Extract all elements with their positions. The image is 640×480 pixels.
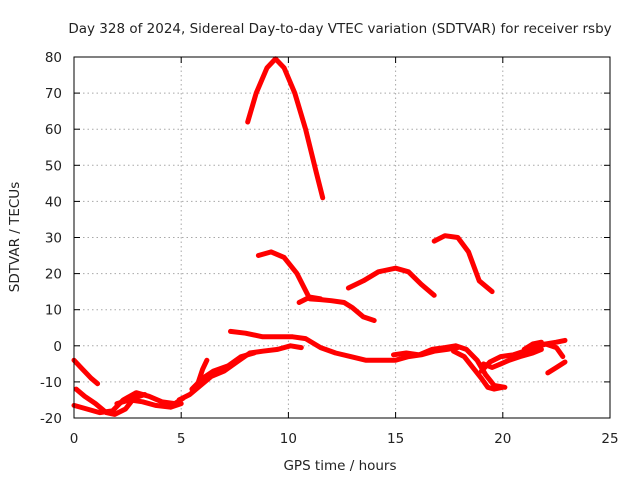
series-track-rising — [176, 343, 304, 403]
series-track-recover-b — [481, 346, 544, 370]
series-track-low-a — [71, 357, 101, 387]
y-tick-label: 30 — [45, 231, 62, 247]
x-tick-label: 25 — [601, 431, 618, 447]
series-track-hump — [345, 265, 437, 298]
y-tick-label: 40 — [45, 194, 62, 210]
y-tick-label: -10 — [40, 375, 62, 391]
x-tick-labels: 0 5 10 15 20 25 — [70, 431, 619, 447]
ticks — [73, 56, 611, 419]
x-tick-label: 10 — [280, 431, 297, 447]
y-tick-label: -20 — [40, 411, 62, 427]
y-tick-label: 70 — [45, 86, 62, 102]
y-tick-labels: -20 -10 0 10 20 30 40 50 60 70 80 — [40, 50, 62, 427]
x-axis-label: GPS time / hours — [283, 458, 396, 474]
series-track-low-d — [114, 397, 184, 410]
grid — [74, 57, 610, 418]
series-track-late — [431, 233, 495, 295]
x-tick-label: 0 — [70, 431, 79, 447]
series-track-mid-b — [296, 294, 324, 305]
y-axis-label: SDTVAR / TECUs — [7, 182, 23, 292]
series-track-end-b — [545, 359, 568, 376]
x-tick-label: 5 — [177, 431, 186, 447]
series-track-step — [391, 343, 508, 390]
x-tick-label: 20 — [494, 431, 511, 447]
series-layer — [71, 56, 568, 417]
series-track-peak — [245, 56, 326, 201]
series-track-dip — [451, 348, 506, 392]
series-track-spike — [195, 357, 210, 385]
x-tick-label: 15 — [387, 431, 404, 447]
chart-title: Day 328 of 2024, Sidereal Day-to-day VTE… — [68, 21, 611, 37]
series-track-end-c — [521, 339, 544, 352]
series-track-low-b — [71, 390, 186, 416]
y-tick-label: 10 — [45, 303, 62, 319]
y-tick-label: 50 — [45, 158, 62, 174]
y-tick-label: 80 — [45, 50, 62, 66]
y-tick-label: 0 — [53, 339, 62, 355]
y-tick-label: 60 — [45, 122, 62, 138]
y-tick-label: 20 — [45, 267, 62, 283]
